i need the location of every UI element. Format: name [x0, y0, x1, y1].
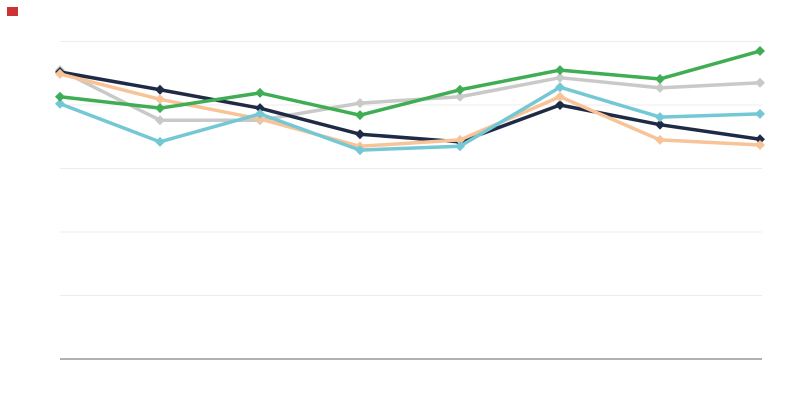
data-point-marker: [655, 73, 665, 84]
data-point-marker: [455, 84, 465, 95]
data-point-marker: [355, 110, 365, 121]
data-point-marker: [555, 100, 565, 110]
series-line-cyan: [58, 85, 762, 152]
series-line-gray: [58, 68, 762, 122]
data-point-marker: [155, 94, 165, 105]
data-point-marker: [555, 72, 565, 83]
data-point-marker: [155, 115, 165, 126]
data-point-marker: [755, 46, 765, 57]
data-point-marker: [355, 129, 365, 140]
gridlines: [60, 41, 762, 296]
data-point-marker: [755, 134, 765, 145]
red-marker: [7, 7, 18, 16]
data-point-marker: [55, 98, 65, 109]
series-line-green: [58, 49, 762, 117]
data-point-marker: [655, 82, 665, 93]
data-point-marker: [155, 84, 165, 95]
data-point-marker: [655, 112, 665, 123]
data-point-marker: [155, 136, 165, 147]
data-point-marker: [155, 103, 165, 114]
data-point-marker: [55, 91, 65, 102]
data-point-marker: [655, 134, 665, 145]
data-point-marker: [255, 103, 265, 114]
data-point-marker: [555, 91, 565, 102]
series-cyan: [55, 82, 765, 156]
data-point-marker: [55, 68, 65, 79]
data-point-marker: [255, 108, 265, 119]
data-point-marker: [755, 140, 765, 151]
series-line-orange: [58, 72, 762, 149]
series-line-navy: [58, 70, 762, 144]
data-point-marker: [755, 77, 765, 88]
data-point-marker: [555, 82, 565, 93]
data-point-marker: [355, 145, 365, 156]
series-green: [55, 46, 765, 121]
data-point-marker: [655, 119, 665, 130]
data-point-marker: [455, 141, 465, 152]
data-point-marker: [455, 134, 465, 145]
data-point-marker: [555, 65, 565, 76]
data-point-marker: [455, 91, 465, 102]
data-point-marker: [355, 98, 365, 109]
data-point-marker: [255, 87, 265, 98]
data-point-marker: [755, 108, 765, 119]
